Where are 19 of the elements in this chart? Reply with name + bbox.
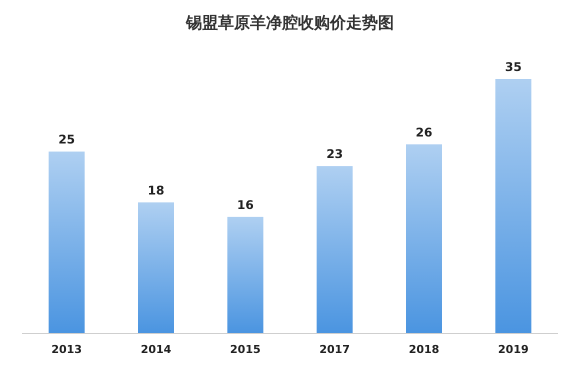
x-tick-label: 2018 — [408, 343, 440, 356]
bar — [227, 216, 264, 333]
x-tick-label: 2015 — [230, 343, 261, 356]
data-label: 25 — [58, 132, 76, 147]
bar — [495, 79, 532, 333]
x-tick-label: 2014 — [140, 343, 172, 356]
bar — [316, 166, 353, 333]
bar — [138, 202, 174, 333]
bar — [406, 144, 442, 333]
data-label: 26 — [416, 125, 432, 140]
data-label: 35 — [504, 60, 522, 74]
bar — [48, 152, 85, 333]
data-label: 18 — [148, 183, 164, 198]
data-label: 16 — [236, 198, 254, 212]
x-tick-label: 2019 — [498, 343, 529, 356]
data-label: 23 — [326, 147, 344, 162]
x-tick-label: 2013 — [51, 343, 82, 356]
chart-title: 锡盟草原羊净腔收购价走势图 — [185, 13, 394, 32]
x-tick-label: 2017 — [319, 343, 350, 356]
